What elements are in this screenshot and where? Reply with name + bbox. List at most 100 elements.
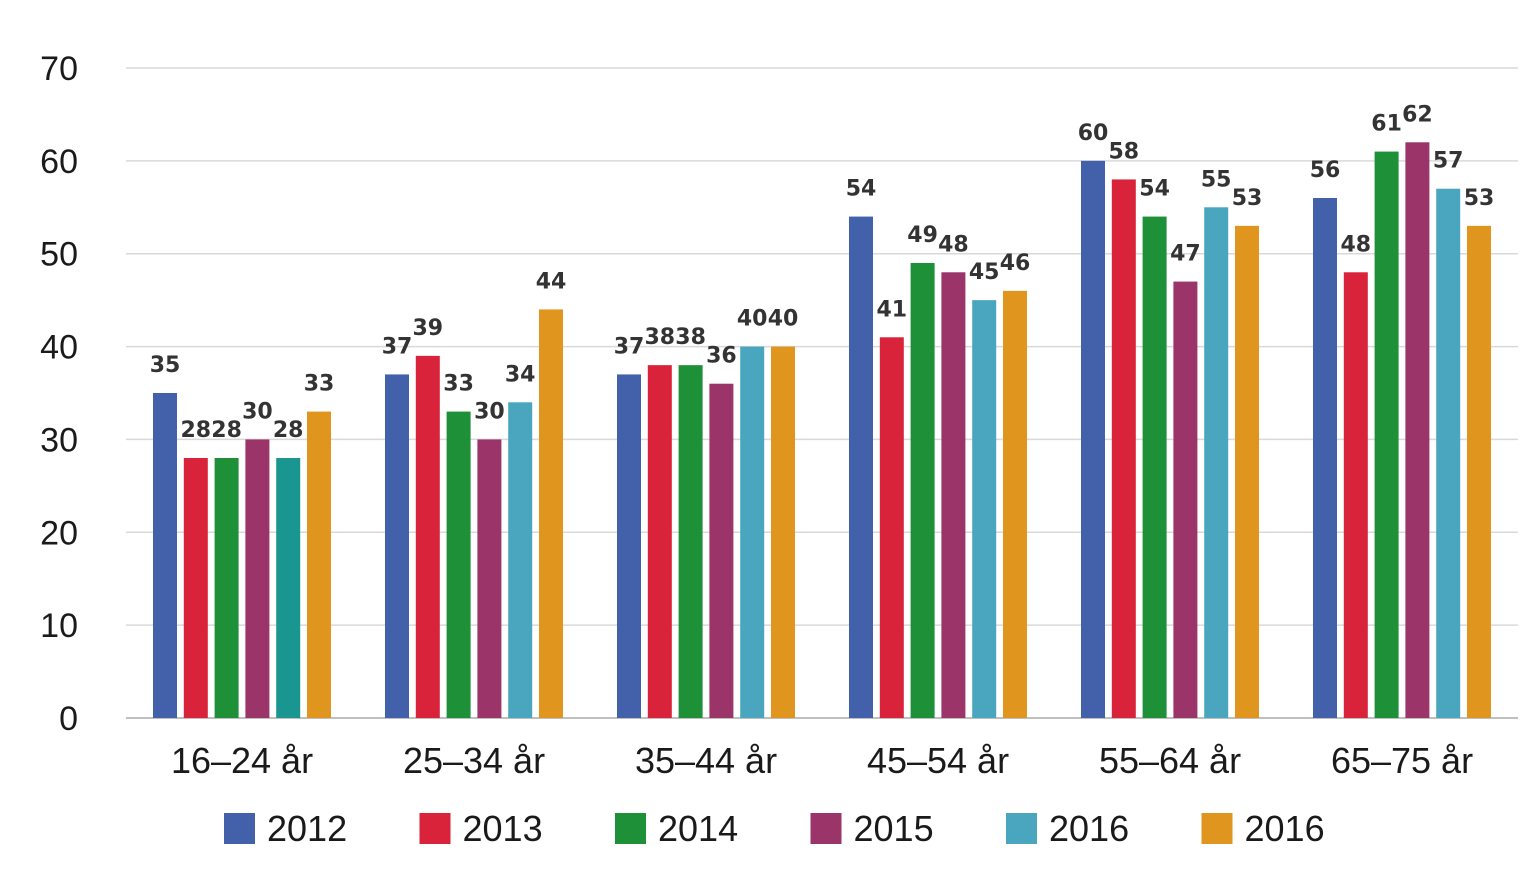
data-label: 30 (474, 399, 505, 424)
bar (879, 337, 904, 718)
data-label: 44 (536, 269, 567, 294)
bar (276, 458, 301, 718)
bar (647, 365, 672, 718)
data-label: 45 (969, 260, 1000, 285)
data-label: 61 (1371, 112, 1402, 137)
bar (214, 458, 239, 718)
bar (972, 300, 997, 718)
legend-label: 2016 (1245, 808, 1325, 849)
data-label: 56 (1310, 158, 1341, 183)
data-label: 38 (675, 325, 706, 350)
x-category-label: 65–75 år (1331, 740, 1473, 781)
bar (183, 458, 208, 718)
bar (941, 272, 966, 718)
legend-label: 2016 (1049, 808, 1129, 849)
data-label: 34 (505, 362, 536, 387)
bar (1235, 225, 1259, 718)
data-label: 55 (1201, 167, 1232, 192)
bar (1142, 216, 1167, 719)
data-label: 53 (1232, 186, 1263, 211)
legend: 2012 2013 2014 2015 2016 2016 (224, 808, 1325, 849)
data-label: 60 (1078, 121, 1109, 146)
x-category-label: 55–64 år (1099, 740, 1241, 781)
x-category-label: 35–44 år (635, 740, 777, 781)
data-label: 30 (242, 399, 273, 424)
x-category-label: 25–34 år (403, 740, 545, 781)
bar (709, 383, 734, 718)
bar (508, 402, 533, 718)
bar (153, 393, 177, 718)
bar (1467, 225, 1491, 718)
bar (415, 355, 440, 718)
bar (307, 411, 331, 718)
bar (446, 411, 471, 718)
data-label: 48 (1340, 232, 1371, 257)
x-category-label: 45–54 år (867, 740, 1009, 781)
bar (740, 346, 765, 718)
bar (477, 439, 502, 718)
data-label: 48 (938, 232, 969, 257)
legend-swatch (1201, 813, 1233, 844)
bar (245, 439, 270, 718)
data-label: 28 (273, 418, 304, 443)
bar (1173, 281, 1198, 718)
data-label: 53 (1464, 186, 1495, 211)
data-label: 35 (150, 353, 181, 378)
y-tick-label: 40 (40, 329, 78, 367)
legend-label: 2013 (463, 808, 543, 849)
data-label: 47 (1170, 242, 1201, 267)
bar (678, 365, 703, 718)
bar (1405, 142, 1430, 719)
x-axis-categories: 16–24 år 25–34 år 35–44 år 45–54 år 55–64 år… (171, 740, 1473, 781)
bar (1204, 207, 1229, 719)
bar (1374, 151, 1399, 719)
bar (1343, 272, 1368, 718)
y-tick-label: 50 (40, 236, 78, 274)
data-label: 37 (614, 334, 645, 359)
data-label: 33 (443, 372, 474, 397)
bar (1313, 198, 1337, 718)
data-label: 28 (180, 418, 211, 443)
bar (1111, 179, 1136, 718)
bar (617, 374, 641, 718)
y-tick-label: 60 (40, 143, 78, 181)
y-tick-label: 70 (40, 50, 78, 88)
bar (1081, 160, 1105, 718)
legend-label: 2012 (267, 808, 347, 849)
legend-swatch (419, 813, 451, 844)
data-label: 54 (846, 177, 877, 202)
bar (1436, 188, 1461, 718)
data-label: 40 (737, 307, 768, 332)
bars (153, 142, 1491, 719)
data-label: 36 (706, 344, 737, 369)
data-label: 41 (876, 297, 907, 322)
bar (849, 216, 873, 719)
data-label: 58 (1108, 139, 1139, 164)
y-tick-label: 10 (40, 607, 78, 645)
legend-swatch (1006, 813, 1037, 844)
legend-swatch (224, 813, 255, 844)
legend-swatch (615, 813, 646, 844)
data-label: 28 (211, 418, 242, 443)
legend-label: 2015 (854, 808, 934, 849)
data-label: 40 (768, 307, 799, 332)
data-label: 57 (1433, 149, 1464, 174)
data-label: 46 (1000, 251, 1031, 276)
bar (771, 346, 795, 718)
legend-label: 2014 (658, 808, 738, 849)
x-category-label: 16–24 år (171, 740, 313, 781)
legend-swatch (810, 813, 842, 844)
bar (910, 263, 935, 718)
data-label: 54 (1139, 177, 1170, 202)
y-tick-label: 30 (40, 421, 78, 459)
data-label: 62 (1402, 102, 1433, 127)
bar (1003, 290, 1027, 718)
bar (539, 309, 563, 718)
data-label: 39 (412, 316, 443, 341)
data-label: 37 (382, 334, 413, 359)
y-axis-ticks: 0 10 20 30 40 50 60 70 (40, 50, 78, 738)
bar (385, 374, 409, 718)
y-tick-label: 20 (40, 514, 78, 552)
